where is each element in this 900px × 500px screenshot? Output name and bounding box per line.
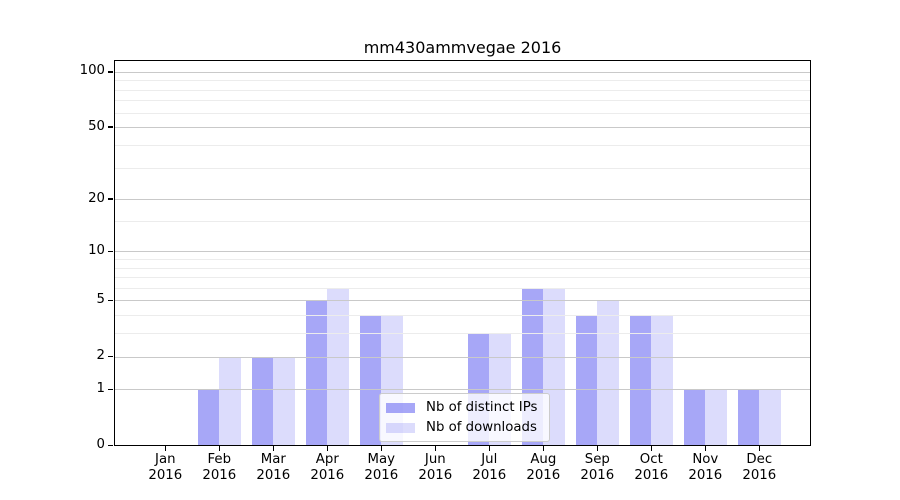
legend-swatch-downloads — [386, 422, 415, 433]
x-tick-mark — [272, 446, 275, 451]
bar — [705, 389, 727, 446]
gridline-minor — [114, 267, 811, 269]
gridline-minor — [114, 100, 811, 102]
bar — [219, 356, 241, 446]
legend: Nb of distinct IPs Nb of downloads — [379, 393, 551, 442]
x-tick-label: Dec 2016 — [742, 452, 777, 483]
gridline-minor — [114, 167, 811, 169]
legend-item-distinct-ips: Nb of distinct IPs — [386, 398, 537, 417]
x-tick-label: Nov 2016 — [688, 452, 723, 483]
x-tick-mark — [326, 446, 329, 451]
bar — [360, 315, 382, 446]
gridline-minor — [114, 221, 811, 223]
bar — [651, 315, 673, 446]
bar — [738, 389, 760, 446]
bar — [198, 389, 220, 446]
gridline-minor — [114, 315, 811, 317]
x-tick-label: Mar 2016 — [256, 452, 291, 483]
gridline-major — [114, 71, 811, 73]
y-tick-label: 50 — [88, 118, 105, 134]
gridline-minor — [114, 112, 811, 114]
gridline-major — [114, 251, 811, 253]
y-tick-mark — [108, 198, 113, 200]
gridline-major — [114, 300, 811, 302]
legend-swatch-distinct-ips — [386, 402, 415, 413]
y-tick-label: 20 — [88, 190, 105, 206]
x-tick-mark — [218, 446, 221, 451]
y-tick-label: 0 — [96, 437, 105, 452]
bar — [684, 389, 706, 446]
plot-area — [114, 60, 811, 446]
y-tick-label: 2 — [96, 348, 105, 364]
gridline-major — [114, 356, 811, 358]
bar — [273, 356, 295, 446]
y-tick-label: 1 — [96, 380, 105, 396]
gridline-major — [114, 389, 811, 391]
gridline-minor — [114, 89, 811, 91]
gridline-minor — [114, 277, 811, 279]
x-tick-label: Jan 2016 — [148, 452, 183, 483]
gridline-minor — [114, 287, 811, 289]
bar — [327, 287, 349, 446]
y-tick-mark — [108, 444, 113, 447]
x-tick-mark — [758, 446, 761, 451]
bar — [306, 300, 328, 446]
x-tick-mark — [380, 446, 383, 451]
bar — [576, 315, 598, 446]
y-tick-mark — [108, 71, 113, 73]
gridline-minor — [114, 144, 811, 146]
bar — [252, 356, 274, 446]
bar — [630, 315, 652, 446]
gridline-minor — [114, 333, 811, 335]
x-tick-mark — [650, 446, 653, 451]
y-tick-mark — [108, 299, 113, 302]
x-tick-label: Jun 2016 — [418, 452, 453, 483]
x-tick-label: Aug 2016 — [526, 452, 561, 483]
x-tick-mark — [488, 446, 491, 451]
y-tick-mark — [108, 126, 113, 128]
gridline-major — [114, 127, 811, 129]
x-tick-label: May 2016 — [364, 452, 399, 483]
x-tick-label: Oct 2016 — [634, 452, 669, 483]
gridline-minor — [114, 259, 811, 261]
y-tick-mark — [108, 388, 113, 391]
y-tick-mark — [108, 250, 113, 253]
x-tick-label: Sep 2016 — [580, 452, 615, 483]
y-tick-label: 100 — [79, 63, 105, 79]
gridline-major — [114, 199, 811, 201]
bar — [759, 389, 781, 446]
gridline-minor — [114, 80, 811, 82]
x-tick-mark — [434, 446, 437, 451]
x-tick-label: Apr 2016 — [310, 452, 345, 483]
x-tick-label: Jul 2016 — [472, 452, 507, 483]
y-tick-label: 5 — [96, 291, 105, 307]
y-tick-label: 10 — [88, 242, 105, 258]
legend-label-distinct-ips: Nb of distinct IPs — [426, 400, 538, 415]
legend-label-downloads: Nb of downloads — [426, 420, 537, 435]
x-tick-mark — [542, 446, 545, 451]
x-tick-label: Feb 2016 — [202, 452, 237, 483]
x-tick-mark — [164, 446, 167, 451]
y-tick-mark — [108, 355, 113, 358]
bar — [597, 300, 619, 446]
chart-title: mm430ammvegae 2016 — [363, 38, 562, 57]
legend-item-downloads: Nb of downloads — [386, 418, 537, 437]
x-tick-mark — [596, 446, 599, 451]
x-tick-mark — [704, 446, 707, 451]
